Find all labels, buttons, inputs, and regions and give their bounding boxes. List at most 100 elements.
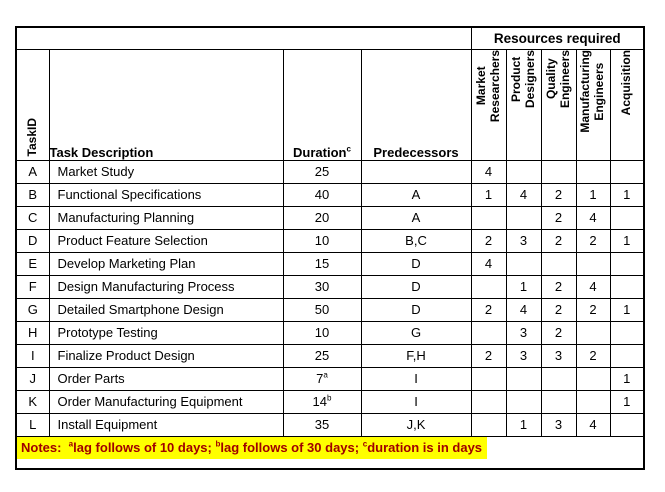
task-id-cell: L [15, 412, 50, 437]
duration-cell: 20 [282, 205, 362, 230]
task-id-cell: G [15, 297, 50, 322]
resource-cell: 4 [575, 412, 611, 437]
predecessors-cell [360, 159, 472, 184]
predecessors-cell: B,C [360, 228, 472, 253]
task-id-cell: F [15, 274, 50, 299]
task-row-I: I Finalize Product Design 25 F,H 2 3 3 2 [15, 343, 645, 368]
duration-header-label: Duration [293, 144, 347, 160]
duration-cell: 40 [282, 182, 362, 207]
resource-cell: 3 [505, 228, 542, 253]
resource-cell: 4 [575, 274, 611, 299]
resource-header-label: Market Researchers [473, 49, 502, 122]
resource-cell: 1 [609, 366, 645, 391]
resource-cell [470, 205, 507, 230]
column-header-duration: Durationc [282, 48, 362, 161]
task-row-H: H Prototype Testing 10 G 3 2 [15, 320, 645, 345]
task-description-cell: Order Parts [48, 366, 284, 391]
resource-cell: 1 [470, 182, 507, 207]
task-id-cell: H [15, 320, 50, 345]
column-header-manufacturing-engineers: Manufacturing Engineers [575, 48, 611, 161]
predecessors-cell: I [360, 366, 472, 391]
task-description-cell: Install Equipment [48, 412, 284, 437]
duration-cell: 15 [282, 251, 362, 276]
predecessors-cell: F,H [360, 343, 472, 368]
resource-cell [609, 320, 645, 345]
task-description-cell: Prototype Testing [48, 320, 284, 345]
duration-cell: 50 [282, 297, 362, 322]
resource-header-label: Acquisition [618, 49, 633, 115]
resource-cell [540, 159, 577, 184]
resource-cell: 3 [540, 343, 577, 368]
task-row-K: K Order Manufacturing Equipment 14b I 1 [15, 389, 645, 414]
resource-cell [575, 366, 611, 391]
task-id-cell: C [15, 205, 50, 230]
resource-cell [505, 251, 542, 276]
task-id-cell: A [15, 159, 50, 184]
task-row-J: J Order Parts 7a I 1 [15, 366, 645, 391]
task-description-cell: Finalize Product Design [48, 343, 284, 368]
resource-cell: 2 [575, 343, 611, 368]
duration-cell: 25 [282, 159, 362, 184]
resource-cell [609, 205, 645, 230]
duration-cell: 25 [282, 343, 362, 368]
predecessors-cell: A [360, 205, 472, 230]
resource-cell: 2 [470, 343, 507, 368]
task-table: Resources required TaskID Task Descripti… [15, 26, 646, 470]
column-header-predecessors: Predecessors [360, 48, 472, 161]
resource-cell: 1 [575, 182, 611, 207]
task-description-cell: Functional Specifications [48, 182, 284, 207]
predecessors-cell: J,K [360, 412, 472, 437]
task-row-D: D Product Feature Selection 10 B,C 2 3 2 2 1 [15, 228, 645, 253]
resource-cell [609, 274, 645, 299]
predecessors-cell: D [360, 251, 472, 276]
task-description-cell: Develop Marketing Plan [48, 251, 284, 276]
resource-cell: 2 [470, 228, 507, 253]
task-id-cell: K [15, 389, 50, 414]
resource-header-label: Product Designers [508, 49, 537, 108]
resource-cell: 1 [505, 274, 542, 299]
duration-footnote-sup: c [346, 144, 351, 154]
column-header-market-researchers: Market Researchers [470, 48, 507, 161]
task-description-cell: Product Feature Selection [48, 228, 284, 253]
duration-cell: 10 [282, 228, 362, 253]
note-footnote-sup: b [215, 439, 221, 449]
resources-required-header: Resources required [470, 26, 645, 50]
task-description-cell: Design Manufacturing Process [48, 274, 284, 299]
resource-cell: 2 [540, 205, 577, 230]
note-footnote-sup: c [362, 439, 368, 449]
predecessors-cell: D [360, 297, 472, 322]
notes-row: Notes: alag follows of 10 days; blag fol… [15, 435, 645, 470]
predecessors-cell: A [360, 182, 472, 207]
task-row-C: C Manufacturing Planning 20 A 2 4 [15, 205, 645, 230]
predecessors-cell: I [360, 389, 472, 414]
task-row-E: E Develop Marketing Plan 15 D 4 [15, 251, 645, 276]
resource-cell: 3 [540, 412, 577, 437]
duration-footnote-sup: b [326, 393, 332, 403]
note-footnote-sup: a [68, 439, 74, 449]
resource-cell [575, 159, 611, 184]
resource-cell [470, 274, 507, 299]
resource-cell: 1 [609, 182, 645, 207]
resource-cell: 2 [540, 320, 577, 345]
duration-cell: 14b [282, 389, 362, 414]
task-id-cell: J [15, 366, 50, 391]
top-band-row: Resources required [15, 26, 645, 50]
resource-cell: 2 [540, 182, 577, 207]
duration-cell: 35 [282, 412, 362, 437]
resource-cell [470, 366, 507, 391]
task-description-cell: Order Manufacturing Equipment [48, 389, 284, 414]
resource-cell: 2 [540, 274, 577, 299]
resource-cell [505, 159, 542, 184]
task-description-cell: Manufacturing Planning [48, 205, 284, 230]
resource-cell: 3 [505, 320, 542, 345]
resource-cell: 2 [540, 228, 577, 253]
resource-cell: 1 [609, 297, 645, 322]
resource-cell: 2 [575, 228, 611, 253]
task-id-cell: D [15, 228, 50, 253]
resource-cell [575, 251, 611, 276]
resource-cell: 2 [540, 297, 577, 322]
notes-cell: Notes: alag follows of 10 days; blag fol… [15, 435, 645, 470]
resource-cell [609, 251, 645, 276]
resource-cell [540, 366, 577, 391]
resource-cell: 3 [505, 343, 542, 368]
